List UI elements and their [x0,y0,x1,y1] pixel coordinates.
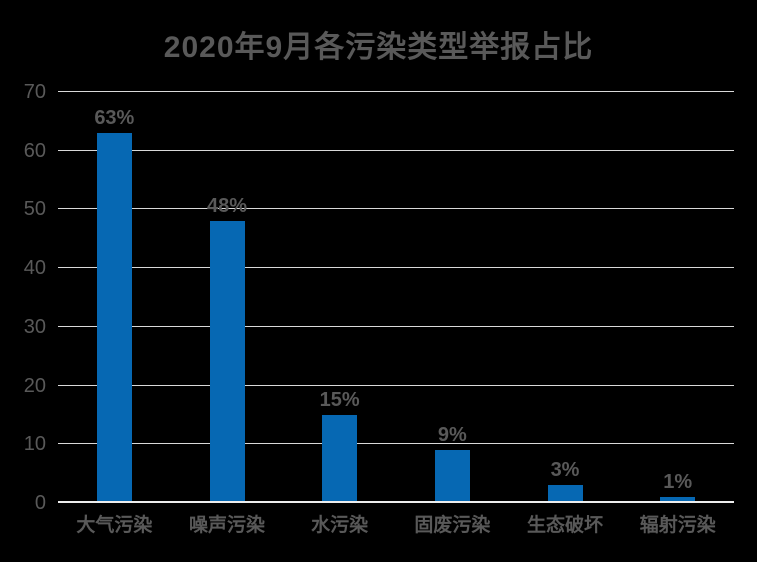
x-category-label: 水污染 [311,515,369,536]
plot-area: 63% 48% 15% 9% 3% 1% [58,91,734,503]
y-tick-label: 40 [23,257,46,280]
y-tick-label: 20 [23,374,46,397]
y-tick-label: 0 [34,492,46,514]
bar-value-label: 63% [94,107,135,130]
gridline [58,208,734,210]
gridline [58,91,734,92]
bar [547,485,583,503]
chart-title: 2020年9月各污染类型举报占比 [163,31,594,64]
x-category-label: 固废污染 [414,515,491,536]
x-category-label: 生态破坏 [527,515,604,536]
bar-value-label: 15% [319,388,360,411]
x-category-label: 辐射污染 [639,515,716,536]
y-axis: 0 10 20 30 40 50 60 70 [0,82,46,513]
y-tick-label: 60 [23,139,46,162]
y-tick-label: 70 [23,81,46,103]
bar [322,414,358,503]
gridline [58,443,734,445]
bar-slot: 15% [283,92,396,503]
bar-slot: 9% [396,92,509,503]
x-axis-labels: 大气污染 噪声污染 水污染 固废污染 生态破坏 辐射污染 [58,515,734,538]
bar-slot: 48% [171,92,284,503]
y-tick-label: 50 [23,198,46,221]
gridline [58,267,734,269]
bar-value-label: 1% [663,471,693,494]
x-axis-line [58,501,734,503]
bar [209,221,245,503]
bar-value-label: 3% [550,459,580,482]
gridline [58,384,734,386]
gridline [58,149,734,151]
bar-slot: 63% [58,92,171,503]
bar-slot: 3% [509,92,622,503]
bar-value-label: 48% [206,195,248,218]
bar [434,450,470,503]
bar [660,497,696,503]
bar [96,133,132,503]
bar-slot: 1% [621,92,734,503]
y-tick-label: 10 [23,433,46,456]
bar-value-label: 9% [437,424,467,447]
x-category-label: 大气污染 [76,515,153,536]
bars-row: 63% 48% 15% 9% 3% 1% [58,92,734,503]
gridline [58,325,734,327]
x-category-label: 噪声污染 [189,515,266,536]
y-tick-label: 30 [23,315,46,338]
